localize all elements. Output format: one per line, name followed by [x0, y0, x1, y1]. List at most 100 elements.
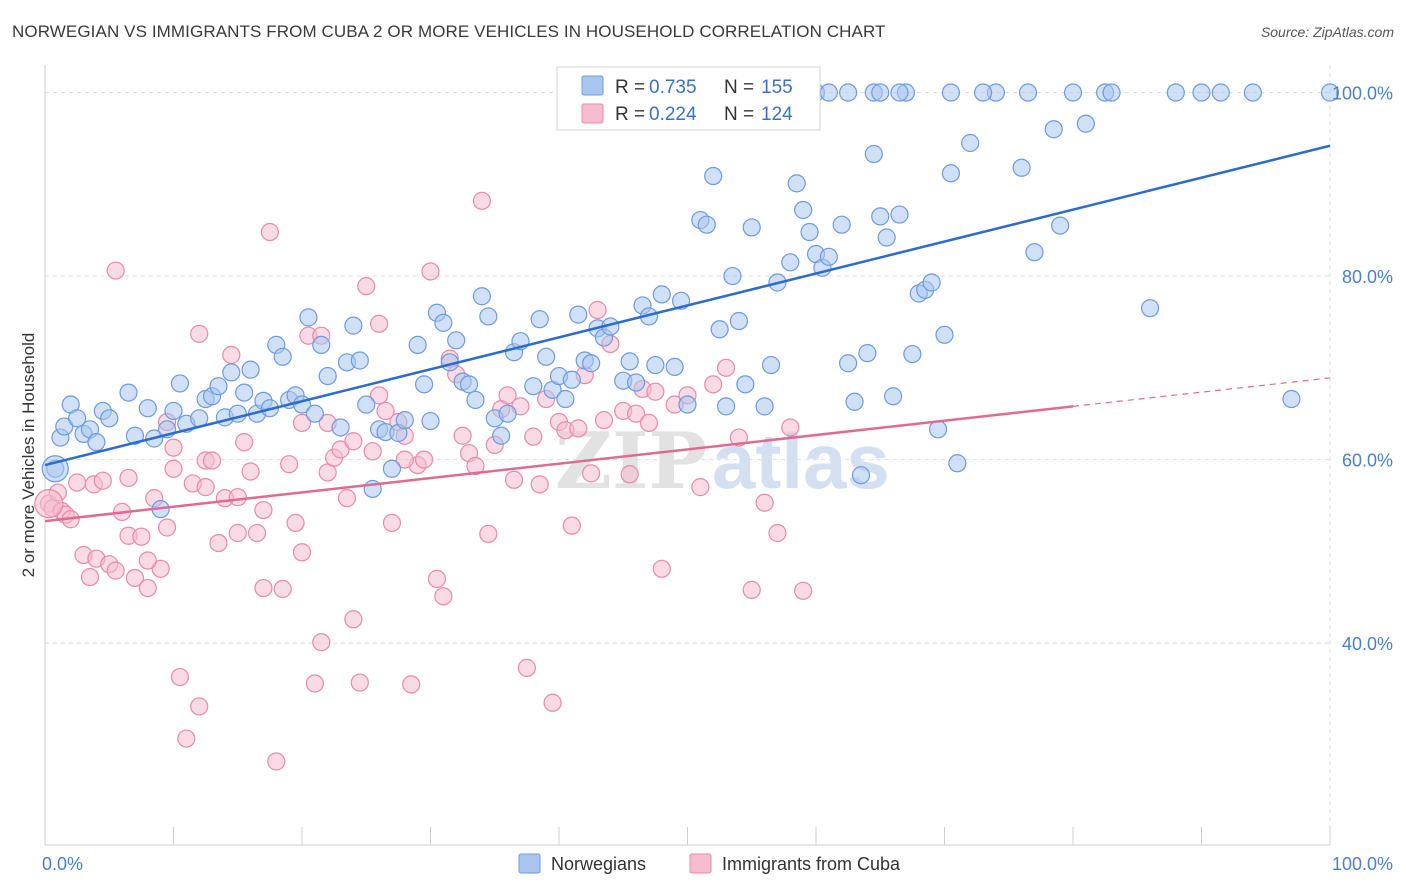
cuba-point-119 — [292, 413, 312, 432]
norwegian-point-128 — [948, 454, 967, 473]
norwegian-point-52 — [414, 375, 434, 394]
norwegian-point-68 — [524, 377, 543, 396]
cuba-point-108 — [794, 581, 813, 600]
cuba-point-100 — [691, 478, 710, 497]
norwegian-point-140 — [1282, 389, 1301, 409]
cuba-point-18 — [138, 578, 157, 598]
cuba-point-77 — [517, 658, 536, 677]
norwegian-point-large — [41, 455, 69, 483]
cuba-point-8 — [80, 567, 100, 587]
norwegian-point-53 — [421, 411, 440, 431]
norwegian-point-121 — [903, 344, 922, 364]
norwegian-point-94 — [710, 320, 729, 339]
cuba-point-81 — [543, 693, 562, 712]
norwegian-point-27 — [241, 360, 260, 379]
cuba-point-31 — [222, 345, 241, 365]
cuba-point-103 — [729, 428, 749, 447]
norwegian-point-61 — [472, 287, 491, 306]
cuba-point-21 — [157, 518, 177, 537]
norwegian-point-106 — [800, 222, 819, 242]
norwegian-point-42 — [344, 316, 363, 335]
norwegian-point-43 — [350, 351, 369, 370]
cuba-point-89 — [594, 411, 614, 430]
x-tick-labels: 0.0% 100.0% — [42, 854, 1393, 874]
cuba-point-13 — [106, 561, 125, 580]
cuba-point-87 — [582, 464, 601, 483]
x-tick-label-1: 100.0% — [1332, 854, 1393, 874]
cuba-point-113 — [119, 468, 138, 488]
legend-n-value-1: 155 — [761, 77, 793, 98]
norwegian-point-55 — [434, 313, 453, 332]
norwegian-point-95 — [716, 397, 736, 416]
y-tick-label-2: 80.0% — [1342, 267, 1393, 287]
cuba-point-95 — [639, 413, 659, 432]
norwegian-point-151 — [1211, 83, 1230, 102]
norwegian-point-86 — [646, 355, 665, 375]
norwegian-point-105 — [794, 200, 813, 220]
cuba-point-24 — [177, 729, 196, 748]
norwegian-point-139 — [1243, 83, 1263, 102]
cuba-point-93 — [626, 404, 646, 423]
cuba-point-32 — [228, 488, 247, 507]
norwegian-point-59 — [459, 375, 479, 394]
norwegian-point-70 — [537, 347, 556, 366]
cuba-point-48 — [331, 440, 350, 459]
norwegian-point-145 — [890, 83, 909, 102]
cuba-point-114 — [138, 551, 157, 570]
norwegian-point-73 — [556, 389, 575, 409]
cuba-point-107 — [781, 418, 800, 437]
cuba-point-75 — [504, 470, 524, 489]
cuba-point-70 — [472, 191, 491, 210]
norwegian-point-135 — [1063, 83, 1083, 102]
bottom-legend-swatch-pink — [689, 853, 712, 874]
norwegian-point-109 — [819, 247, 838, 266]
norwegian-point-114 — [858, 344, 877, 363]
legend-r-value-1: 0.735 — [649, 77, 697, 98]
norwegian-point-24 — [222, 363, 241, 382]
legend: R = 0.735 N = 155 R = 0.224 N = 124 — [556, 66, 821, 131]
watermark: ZIP atlas — [555, 416, 890, 507]
cuba-point-50 — [344, 610, 363, 629]
norwegian-point-10 — [119, 383, 138, 402]
legend-n-label-2: N = — [724, 104, 754, 125]
norwegian-point-75 — [569, 305, 588, 324]
legend-r-value-2: 0.224 — [649, 104, 697, 125]
cuba-point-51 — [350, 673, 369, 692]
norwegian-point-60 — [466, 390, 485, 410]
cuba-point-52 — [357, 277, 376, 296]
norwegian-point-93 — [704, 166, 723, 186]
norwegian-point-98 — [736, 375, 755, 394]
cuba-point-96 — [646, 382, 665, 401]
norwegian-point-129 — [961, 133, 980, 153]
norwegian-point-92 — [697, 215, 716, 234]
legend-n-value-2: 124 — [761, 104, 793, 125]
cuba-point-26 — [190, 697, 209, 716]
norwegian-point-115 — [864, 144, 883, 164]
norwegian-point-48 — [382, 459, 402, 478]
norwegian-trend-line — [44, 144, 1331, 467]
cuba-point-78 — [524, 427, 543, 446]
norwegian-point-62 — [479, 307, 498, 326]
legend-r-label-1: R = — [615, 77, 645, 98]
cuba-point-63 — [427, 569, 447, 588]
cuba-point-69 — [466, 456, 485, 476]
y-tick-labels: 40.0% 60.0% 80.0% 100.0% — [1332, 84, 1393, 655]
norwegian-point-124 — [922, 273, 941, 292]
cuba-point-45 — [312, 633, 331, 652]
cuba-point-17 — [132, 527, 151, 546]
norwegian-point-39 — [318, 366, 337, 386]
norwegian-point-4 — [68, 409, 87, 428]
norwegian-point-65 — [498, 404, 517, 423]
cuba-point-67 — [453, 426, 472, 445]
norwegian-point-117 — [877, 228, 896, 247]
y-axis-title: 2 or more Vehicles in Household — [19, 333, 38, 578]
norwegian-point-148 — [1018, 83, 1038, 102]
cuba-point-33 — [235, 433, 254, 452]
norwegian-point-147 — [973, 83, 993, 102]
norwegian-point-141 — [1320, 83, 1340, 102]
cuba-point-16 — [125, 568, 145, 588]
legend-swatch-blue — [581, 75, 604, 96]
norwegian-point-7 — [87, 433, 106, 452]
cuba-point-121 — [344, 432, 363, 451]
